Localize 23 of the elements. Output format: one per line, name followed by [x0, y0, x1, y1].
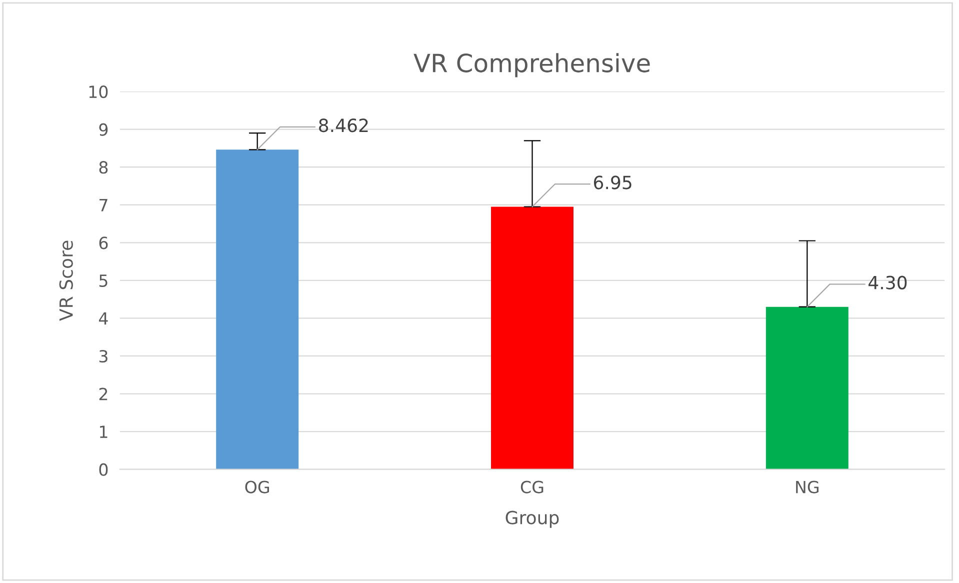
y-tick-label: 7	[100, 199, 108, 212]
bar	[216, 150, 299, 470]
x-axis-title: Group	[506, 510, 559, 528]
x-tick-label: CG	[520, 480, 544, 494]
y-axis-title: VR Score	[59, 240, 73, 321]
data-label: 6.95	[594, 176, 632, 190]
bar	[766, 306, 848, 470]
y-tick-label: 2	[99, 388, 108, 400]
y-tick-label: 1	[100, 426, 108, 438]
data-label: 4.30	[868, 276, 907, 290]
data-label: 8.462	[319, 118, 368, 132]
x-tick-label: OG	[245, 480, 269, 494]
chart-title: VR Comprehensive	[414, 53, 650, 78]
y-tick-label: 9	[99, 123, 108, 136]
y-tick-label: 0	[99, 463, 108, 476]
bar	[491, 206, 574, 470]
x-tick-label: NG	[796, 480, 818, 494]
y-tick-label: 5	[99, 274, 108, 287]
y-tick-label: 6	[99, 236, 108, 250]
y-tick-label: 4	[98, 312, 108, 325]
y-tick-label: 10	[89, 85, 108, 98]
y-tick-label: 8	[99, 161, 108, 174]
y-tick-label: 3	[99, 350, 108, 363]
